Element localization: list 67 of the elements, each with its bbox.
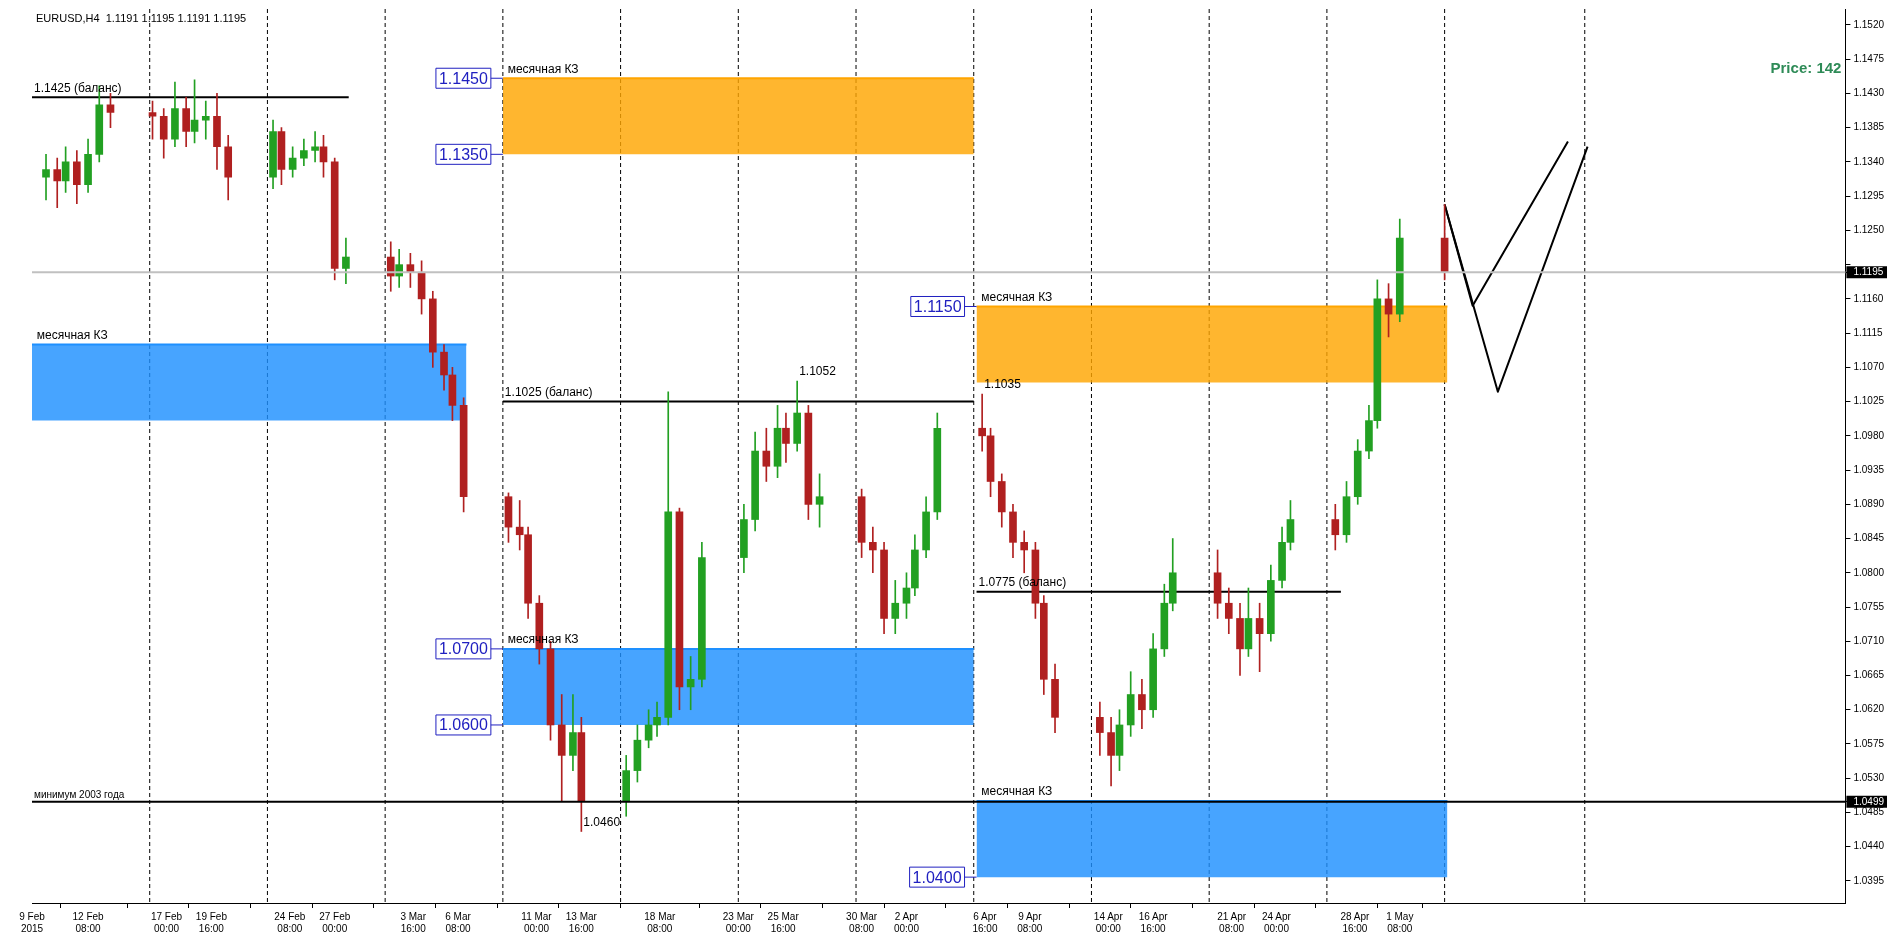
- x-tick-label: 2 Apr 00:00: [893, 910, 920, 934]
- x-tick-label: 9 Feb 2015: [19, 910, 46, 934]
- annotation: месячная КЗ: [981, 784, 1053, 799]
- y-tick-label: 1.1195: [1853, 266, 1884, 277]
- y-tick-label: 1.0395: [1853, 874, 1885, 886]
- x-tick-label: 3 Mar 16:00: [400, 910, 427, 934]
- y-tick-label: 1.1070: [1853, 361, 1885, 373]
- annotation: 1.0400: [912, 868, 962, 886]
- y-tick-label: 1.1430: [1853, 87, 1885, 99]
- y-tick-label: 1.0935: [1853, 463, 1885, 475]
- y-tick-label: 1.0845: [1853, 532, 1885, 544]
- annotation: 1.1025 (баланс): [504, 384, 593, 399]
- x-tick-label: 11 Mar 00:00: [521, 910, 553, 934]
- chart-title: EURUSD,H4 1.1191 1.1195 1.1191 1.1195: [36, 11, 247, 24]
- y-tick-label: 1.1295: [1853, 189, 1885, 201]
- x-tick-label: 27 Feb 00:00: [319, 910, 351, 934]
- y-tick-label: 1.0440: [1853, 840, 1885, 852]
- annotation: 1.0460: [583, 814, 621, 829]
- y-tick-label: 1.0890: [1853, 498, 1885, 510]
- y-tick-label: 1.0485: [1853, 806, 1885, 818]
- y-tick-label: 1.0665: [1853, 669, 1885, 681]
- y-tick-label: 1.0620: [1853, 703, 1885, 715]
- y-tick-label: 1.1520: [1853, 18, 1885, 30]
- annotation: 1.1425 (баланс): [34, 80, 122, 95]
- y-tick-label: 1.0980: [1853, 429, 1885, 441]
- annotation: месячная КЗ: [981, 289, 1053, 304]
- y-tick-label: 1.1385: [1853, 121, 1885, 133]
- y-tick-label: 1.1340: [1853, 155, 1885, 167]
- y-tick-label: 1.0800: [1853, 566, 1885, 578]
- y-tick-label: 1.1475: [1853, 52, 1885, 64]
- x-tick-label: 17 Feb 00:00: [150, 910, 183, 934]
- annotation: 1.0700: [438, 640, 488, 658]
- x-tick-label: 30 Mar 08:00: [846, 910, 878, 934]
- y-tick-label: 1.0530: [1853, 771, 1885, 783]
- annotation: месячная КЗ: [507, 61, 579, 76]
- x-tick-label: 23 Mar 00:00: [722, 910, 755, 934]
- y-tick-label: 1.0575: [1853, 737, 1885, 749]
- y-tick-label: 1.0755: [1853, 600, 1885, 612]
- annotation: Price: 142: [1770, 59, 1842, 77]
- x-tick-label: 14 Apr 00:00: [1093, 910, 1124, 934]
- y-tick-label: 1.1250: [1853, 224, 1885, 236]
- x-tick-label: 12 Feb 08:00: [72, 910, 105, 934]
- annotation: месячная КЗ: [36, 327, 108, 342]
- annotation: 1.0600: [438, 716, 488, 734]
- x-tick-label: 19 Feb 16:00: [195, 910, 228, 934]
- y-tick-label: 1.0710: [1853, 635, 1885, 647]
- y-tick-label: 1.1160: [1853, 292, 1884, 304]
- x-tick-label: 9 Apr 08:00: [1017, 910, 1043, 934]
- x-tick-label: 16 Apr 16:00: [1138, 910, 1169, 934]
- y-tick-label: 1.1025: [1853, 395, 1885, 407]
- x-tick-label: 24 Feb 08:00: [274, 910, 306, 934]
- x-tick-label: 13 Mar 16:00: [565, 910, 598, 934]
- annotation: 1.1052: [799, 364, 837, 379]
- y-tick-label: 1.0499: [1853, 795, 1885, 807]
- x-tick-label: 21 Apr 08:00: [1217, 910, 1247, 934]
- x-tick-label: 1 May 08:00: [1386, 910, 1414, 934]
- x-tick-label: 25 Mar 16:00: [767, 910, 800, 934]
- y-tick-label: 1.1115: [1853, 326, 1883, 338]
- x-tick-label: 6 Apr 16:00: [972, 910, 998, 934]
- x-tick-label: 6 Mar 08:00: [445, 910, 472, 934]
- annotation: 1.1150: [913, 297, 962, 315]
- x-tick-label: 24 Apr 00:00: [1261, 910, 1292, 934]
- x-tick-label: 18 Mar 08:00: [644, 910, 677, 934]
- annotation: 1.1450: [438, 69, 488, 87]
- x-tick-label: 28 Apr 16:00: [1340, 910, 1371, 934]
- annotation: 1.1350: [438, 145, 488, 163]
- ref-line-label: минимум 2003 года: [34, 788, 125, 800]
